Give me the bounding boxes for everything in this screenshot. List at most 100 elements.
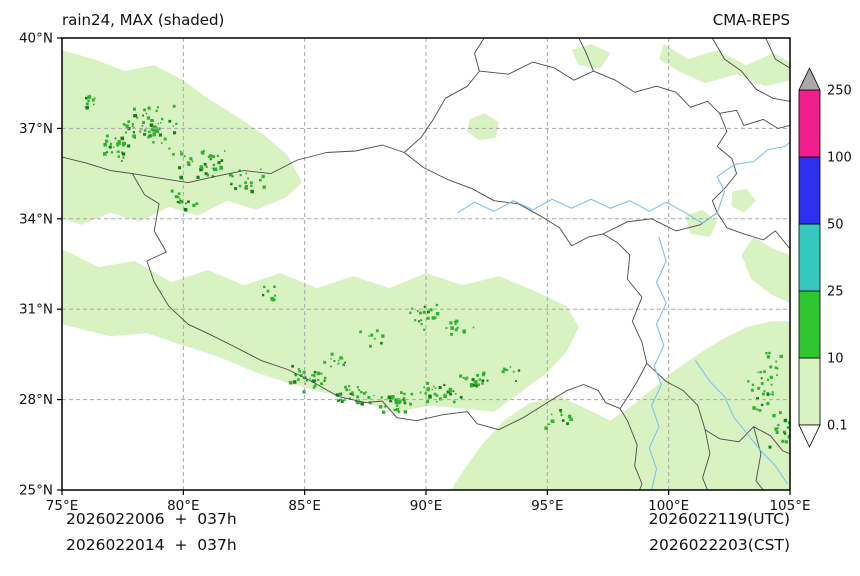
- rain-speckle: [476, 373, 479, 377]
- rain-speckle: [428, 395, 432, 399]
- rain-speckle: [482, 371, 486, 375]
- rain-speckle: [158, 127, 161, 130]
- rain-speckle: [140, 128, 143, 130]
- rain-speckle: [472, 383, 476, 387]
- rain-speckle: [550, 419, 555, 423]
- rain-speckle: [459, 395, 463, 399]
- rain-speckle: [435, 312, 440, 316]
- rain-speckle: [179, 198, 181, 200]
- rain-speckle: [433, 392, 437, 396]
- rain-speckle: [160, 122, 162, 124]
- rain-speckle: [114, 137, 117, 140]
- rain-speckle: [298, 370, 301, 373]
- rain-speckle: [152, 132, 156, 137]
- rain-speckle: [294, 373, 297, 376]
- rain-speckle: [180, 150, 182, 153]
- rain-speckle: [454, 323, 457, 326]
- rain-light-region: [731, 188, 756, 213]
- rain-speckle: [452, 400, 456, 404]
- rain-speckle: [788, 421, 790, 425]
- y-tick-label: 28°N: [19, 392, 53, 408]
- rain-speckle: [561, 419, 565, 422]
- rain-speckle: [752, 406, 756, 410]
- rain-speckle: [420, 319, 422, 321]
- rain-speckle: [330, 358, 332, 360]
- rain-speckle: [359, 330, 362, 334]
- rain-speckle: [434, 387, 437, 389]
- rain-speckle: [775, 360, 778, 363]
- rain-speckle: [544, 426, 548, 430]
- rain-speckle: [768, 445, 772, 449]
- rain-speckle: [338, 393, 341, 396]
- rain-speckle: [291, 364, 294, 368]
- rain-speckle: [207, 173, 209, 175]
- rain-speckle: [464, 377, 468, 381]
- rain-speckle: [88, 94, 91, 96]
- rain-speckle: [143, 129, 147, 132]
- rain-speckle: [262, 294, 265, 297]
- rain-speckle: [475, 382, 478, 386]
- rain-speckle: [356, 386, 359, 389]
- rain-speckle: [207, 155, 211, 158]
- rain-speckle: [459, 374, 463, 378]
- rain-speckle: [449, 392, 452, 396]
- rain-speckle: [423, 328, 426, 331]
- rain-speckle: [373, 394, 375, 397]
- rain-light-region: [659, 44, 790, 87]
- rain-speckle: [770, 393, 772, 395]
- rain-speckle: [330, 365, 332, 368]
- x-tick-label: 75°E: [46, 498, 78, 514]
- colorbar-tick-label: 0.1: [827, 419, 848, 434]
- rain-speckle: [313, 370, 317, 374]
- rain-light-region: [467, 113, 499, 141]
- rain-speckle: [105, 139, 109, 143]
- rain-speckle: [110, 142, 113, 145]
- rain-speckle: [768, 351, 771, 355]
- rain-speckle: [750, 388, 754, 392]
- rain-speckle: [336, 398, 340, 402]
- colorbar: 0.1 10 25 50 100 250: [798, 67, 852, 448]
- rain-speckle: [189, 157, 193, 161]
- rain-speckle: [463, 332, 465, 334]
- rain-speckle: [245, 172, 248, 175]
- rain-speckle: [191, 160, 194, 163]
- rain-speckle: [760, 403, 764, 407]
- rain-speckle: [87, 95, 90, 98]
- rain-speckle: [320, 382, 323, 386]
- rain-speckle: [231, 175, 234, 178]
- rain-speckle: [475, 384, 479, 388]
- rain-speckle: [501, 370, 505, 374]
- rain-speckle: [175, 122, 178, 125]
- rain-speckle: [133, 107, 136, 111]
- rain-speckle: [380, 341, 383, 345]
- rain-speckle: [85, 106, 89, 110]
- rain-speckle: [174, 195, 178, 199]
- init-time-cst: 2026022014 + 037h: [66, 536, 237, 554]
- rain-speckle: [147, 106, 151, 110]
- province-boundary: [702, 429, 711, 490]
- rain-speckle: [431, 389, 433, 391]
- rain-speckle: [426, 381, 429, 385]
- x-tick-label: 85°E: [288, 498, 320, 514]
- rain-speckle: [776, 374, 778, 377]
- rain-speckle: [569, 417, 573, 422]
- rain-speckle: [448, 388, 452, 392]
- rain-speckle: [152, 125, 157, 129]
- rain-speckle: [274, 294, 277, 297]
- rain-speckle: [141, 124, 144, 127]
- rain-speckle: [349, 397, 351, 400]
- colorbar-segment: [798, 357, 821, 426]
- rain-speckle: [320, 372, 323, 375]
- rain-speckle: [349, 392, 352, 395]
- rain-speckle: [117, 139, 121, 143]
- rain-speckle: [172, 104, 176, 108]
- province-boundary: [479, 61, 790, 129]
- y-tick-label: 40°N: [19, 31, 53, 47]
- colorbar-tick-label: 100: [827, 151, 852, 166]
- rain-speckle: [259, 178, 262, 182]
- x-tick-label: 100°E: [648, 498, 689, 514]
- rain-speckle: [449, 321, 453, 325]
- rain-speckle: [455, 319, 459, 323]
- y-tick-label: 34°N: [19, 211, 53, 227]
- rain-speckle: [261, 174, 265, 179]
